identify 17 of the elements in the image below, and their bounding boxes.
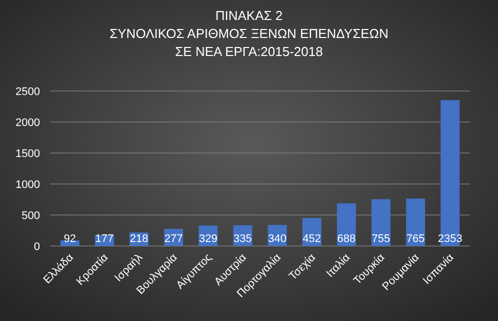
data-label: 755 — [372, 233, 390, 245]
data-label: 335 — [234, 233, 252, 245]
data-label: 765 — [406, 233, 425, 245]
y-tick-label: 500 — [22, 210, 40, 222]
y-tick-label: 1000 — [16, 179, 40, 191]
data-label: 452 — [302, 233, 322, 245]
data-label: 218 — [130, 233, 148, 245]
data-label: 688 — [337, 233, 356, 245]
data-label: 329 — [198, 233, 218, 245]
chart-title: ΠΙΝΑΚΑΣ 2 ΣΥΝΟΛΙΚΟΣ ΑΡΙΘΜΟΣ ΞΕΝΩΝ ΕΠΕΝΔΥΣΕΩΝ ΣΕ ΝΕΑ ΕΡΓΑ:2015-2018 — [110, 8, 388, 59]
y-tick-label: 0 — [34, 241, 40, 253]
data-label: 340 — [268, 233, 286, 245]
data-label: 177 — [95, 233, 114, 245]
data-label: 277 — [164, 233, 183, 245]
y-tick-label: 2000 — [16, 117, 40, 129]
y-tick-label: 1500 — [16, 148, 40, 160]
y-tick-label: 2500 — [16, 86, 40, 98]
